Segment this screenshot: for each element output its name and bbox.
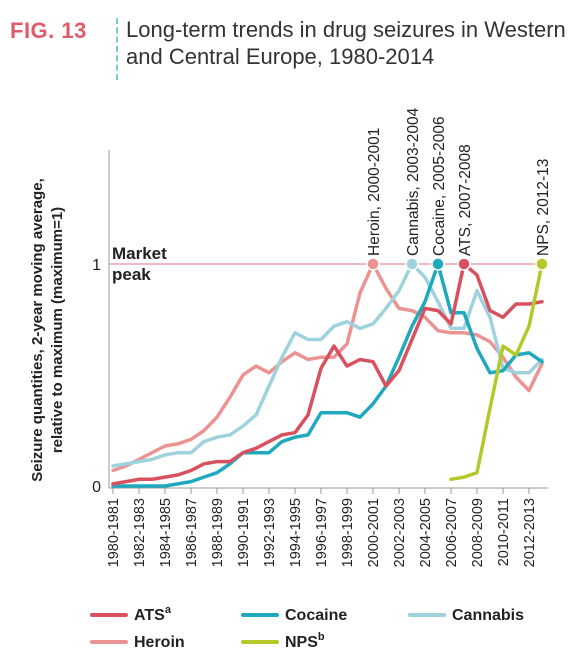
y-tick-label: 1 bbox=[92, 257, 101, 274]
peak-annotation-nps: NPS, 2012-13 bbox=[535, 159, 552, 256]
x-tick-label: 1982-1983 bbox=[132, 498, 148, 567]
peak-annotation-heroin: Heroin, 2000-2001 bbox=[366, 128, 383, 256]
x-tick-label: 1998-1999 bbox=[340, 498, 356, 567]
x-tick-label: 2012-2013 bbox=[522, 498, 538, 567]
peak-annotation-cocaine: Cocaine, 2005-2006 bbox=[431, 116, 448, 256]
y-tick-label: 0 bbox=[92, 479, 101, 496]
x-tick-label: 1988-1989 bbox=[210, 498, 226, 567]
x-tick-label: 1986-1987 bbox=[184, 498, 200, 567]
peak-marker-nps bbox=[535, 257, 549, 271]
series-line-cocaine bbox=[111, 262, 544, 488]
legend-label-heroin: Heroin bbox=[134, 634, 185, 651]
series-line-cannabis bbox=[111, 262, 544, 468]
x-tick-label: 2006-2007 bbox=[444, 498, 460, 567]
x-tick-label: 1980-1981 bbox=[106, 498, 122, 567]
x-tick-label: 2004-2005 bbox=[418, 498, 434, 567]
x-tick-label: 1994-1995 bbox=[288, 498, 304, 567]
peak-marker-heroin bbox=[366, 257, 380, 271]
legend-label-ats: ATSa bbox=[134, 604, 172, 624]
peak-marker-ats bbox=[457, 257, 471, 271]
header-divider bbox=[116, 18, 118, 80]
legend-label-nps: NPSb bbox=[285, 631, 325, 651]
x-tick-label: 1984-1985 bbox=[158, 498, 174, 567]
x-tick-label: 2000-2001 bbox=[366, 498, 382, 567]
series-line-nps bbox=[449, 262, 544, 482]
market-peak-label: Market peak bbox=[112, 244, 167, 284]
y-axis-label-line1: Seizure quantities, 2-year moving averag… bbox=[29, 178, 46, 481]
chart-title: Long-term trends in drug seizures in Wes… bbox=[126, 17, 566, 69]
legend-label-cocaine: Cocaine bbox=[285, 607, 347, 624]
x-tick-label: 1990-1991 bbox=[236, 498, 252, 567]
y-axis-label: Seizure quantities, 2-year moving averag… bbox=[29, 178, 66, 481]
y-axis-label-line2: relative to maximum (maximum=1) bbox=[49, 207, 66, 453]
market-peak-line-group: Market peak bbox=[109, 244, 548, 284]
peak-marker-cocaine bbox=[431, 257, 445, 271]
legend: ATSa Cocaine Cannabis Heroin NPSb bbox=[90, 604, 524, 651]
series-line-ats bbox=[111, 262, 544, 486]
peak-annotation-ats: ATS, 2007-2008 bbox=[457, 144, 474, 256]
peak-annotation-cannabis: Cannabis, 2003-2004 bbox=[405, 107, 422, 256]
series-lines bbox=[111, 262, 544, 488]
x-tick-label: 2002-2003 bbox=[392, 498, 408, 567]
figure-number: FIG. 13 bbox=[10, 18, 87, 43]
x-tick-label: 2008-2009 bbox=[470, 498, 486, 567]
legend-label-cannabis: Cannabis bbox=[452, 607, 524, 624]
axes: 0 1 1980-1981 1982-1983 1984-1985 1986-1987 19… bbox=[92, 150, 548, 567]
peak-annotations: Heroin, 2000-2001 Cannabis, 2003-2004 Coca… bbox=[366, 107, 552, 271]
x-tick-label: 1992-1993 bbox=[262, 498, 278, 567]
x-tick-label: 2010-2011 bbox=[496, 498, 512, 566]
peak-marker-cannabis bbox=[405, 257, 419, 271]
x-tick-label: 1996-1997 bbox=[314, 498, 330, 567]
